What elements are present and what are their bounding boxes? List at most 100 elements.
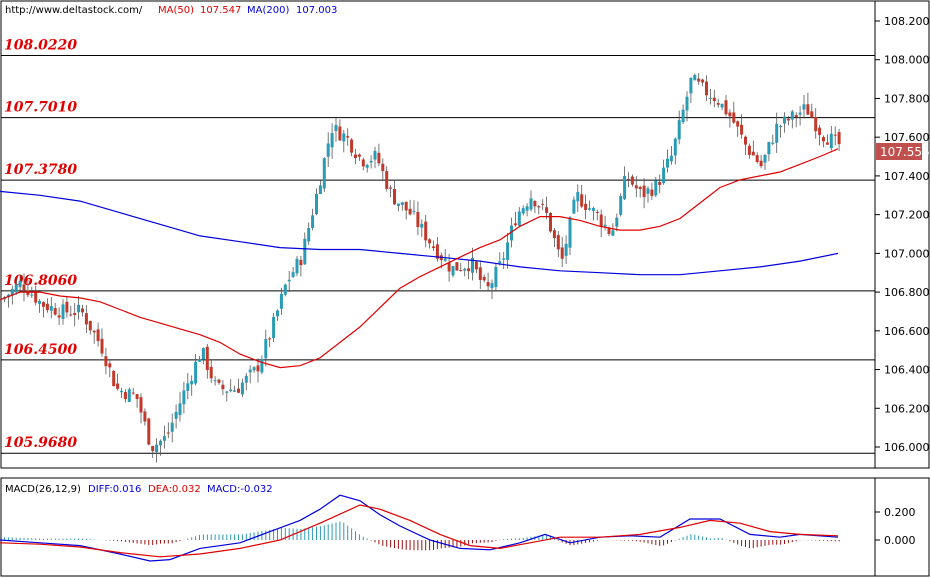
candle-up — [623, 175, 627, 200]
candle-down — [837, 132, 841, 145]
candle-up — [342, 133, 346, 142]
price-axis-frame — [874, 0, 930, 469]
candle-up — [685, 96, 689, 111]
candle-down — [435, 244, 439, 259]
candle-up — [213, 380, 217, 382]
candle-down — [22, 284, 26, 291]
candle-down — [467, 268, 471, 272]
last-price-tag — [876, 143, 922, 160]
candle-up — [248, 369, 252, 373]
candle-down — [447, 262, 451, 272]
candle-up — [120, 390, 123, 393]
candle-down — [45, 303, 49, 311]
candle-down — [166, 432, 170, 434]
candle-down — [100, 338, 104, 354]
ma50-value: 107.547 — [200, 5, 241, 16]
candle-down — [747, 145, 751, 155]
candle-up — [182, 390, 186, 405]
candle-down — [584, 203, 588, 210]
candle-up — [260, 359, 264, 373]
candle-down — [833, 134, 837, 136]
candle-up — [272, 316, 276, 339]
candle-up — [654, 180, 658, 196]
candle-down — [424, 221, 428, 241]
candle-up — [576, 192, 580, 202]
level-label: 106.4500 — [4, 342, 77, 358]
candle-down — [728, 112, 732, 117]
candle-up — [38, 300, 42, 304]
candle-up — [588, 208, 591, 210]
candle-down — [135, 394, 139, 400]
candle-down — [217, 379, 221, 383]
candle-up — [14, 284, 18, 293]
price-tick-label: 108.200 — [884, 15, 930, 28]
candle-down — [389, 187, 393, 189]
candle-up — [201, 347, 205, 360]
candle-down — [408, 208, 412, 215]
ma50-line — [0, 148, 839, 369]
candle-up — [611, 230, 615, 236]
candle-down — [513, 223, 517, 226]
candle-down — [268, 338, 272, 340]
macd-tick-label: 0.200 — [884, 506, 916, 519]
candle-down — [755, 155, 759, 162]
candle-up — [463, 268, 467, 271]
candle-up — [318, 185, 322, 195]
candle-up — [693, 74, 697, 81]
candle-down — [131, 392, 135, 394]
candle-down — [350, 139, 354, 153]
candle-down — [736, 121, 740, 127]
candle-up — [790, 111, 794, 120]
candle-down — [751, 151, 755, 156]
candle-down — [404, 201, 408, 211]
candle-down — [474, 261, 478, 270]
candle-down — [393, 188, 396, 205]
candle-up — [170, 422, 174, 432]
macd-title: MACD(26,12,9) — [5, 484, 81, 495]
candle-down — [537, 206, 541, 208]
candle-down — [814, 117, 818, 132]
candle-down — [147, 418, 151, 445]
candle-up — [662, 167, 666, 184]
candle-up — [159, 440, 162, 446]
candle-up — [529, 198, 533, 210]
ma50-label: MA(50) — [158, 5, 194, 16]
candle-up — [763, 154, 767, 163]
candle-up — [669, 155, 673, 162]
candle-down — [88, 320, 92, 331]
candle-up — [10, 289, 14, 296]
candle-up — [802, 104, 806, 110]
candle-down — [599, 214, 603, 227]
candle-down — [486, 281, 490, 287]
candle-up — [276, 310, 279, 317]
level-label: 107.3780 — [4, 162, 77, 178]
ma200-value: 107.003 — [296, 5, 337, 16]
candle-down — [705, 81, 708, 96]
candle-up — [311, 215, 315, 228]
candle-up — [322, 158, 326, 189]
candle-up — [287, 279, 291, 282]
candle-down — [112, 370, 116, 387]
candle-down — [658, 182, 662, 185]
candle-down — [533, 201, 537, 207]
candle-down — [825, 142, 829, 145]
candle-up — [291, 272, 295, 277]
candle-up — [334, 125, 338, 132]
candle-down — [545, 207, 549, 213]
price-tick-label: 106.400 — [884, 364, 930, 377]
candle-down — [377, 152, 381, 164]
candle-down — [346, 136, 350, 138]
candle-up — [330, 133, 334, 148]
candle-down — [143, 411, 147, 422]
candle-up — [252, 367, 256, 371]
candle-up — [603, 224, 607, 227]
candle-down — [786, 118, 790, 121]
candle-up — [49, 305, 53, 311]
candle-up — [198, 359, 201, 362]
candle-up — [77, 304, 81, 313]
candle-up — [681, 109, 685, 123]
candle-up — [829, 133, 833, 149]
candle-down — [92, 330, 96, 333]
candle-up — [498, 261, 502, 264]
candle-up — [240, 382, 244, 395]
